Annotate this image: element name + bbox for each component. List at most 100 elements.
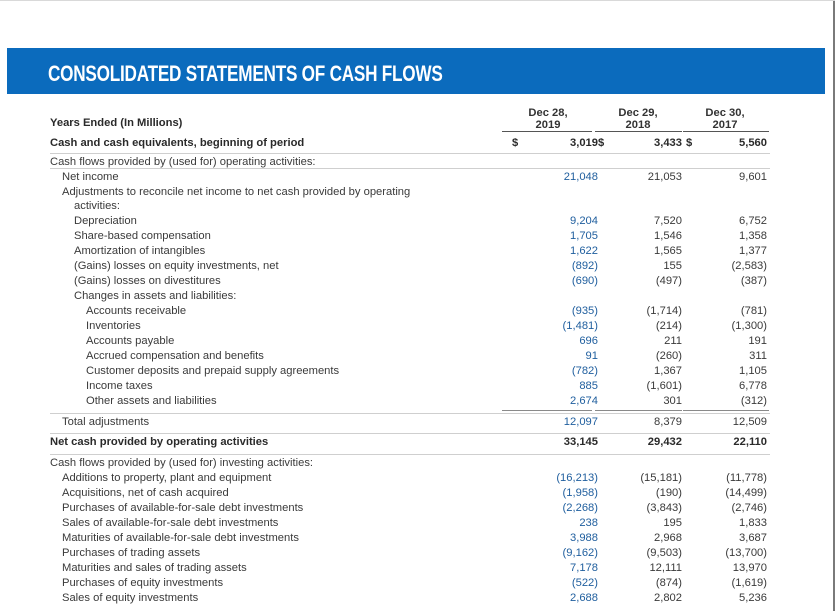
value-2017: 5,560 [739,137,767,149]
currency-symbol-2018: $ [598,137,605,149]
row-label: Total adjustments [62,416,150,428]
row-label: Net cash provided by operating activitie… [50,436,269,448]
statement-row-depreciation: Depreciation 9,204 7,520 6,752 [50,214,770,229]
column-header-2017-year: 2017 [712,119,738,131]
row-label: Sales of available-for-sale debt investm… [62,517,279,529]
row-label: Accounts receivable [86,305,187,317]
value-2019: 33,145 [563,436,598,448]
row-separator [50,413,770,414]
row-label: Changes in assets and liabilities: [74,290,237,302]
value-2017: 1,377 [739,245,767,257]
years-ended-label: Years Ended (In Millions) [50,117,183,129]
value-2019: 21,048 [563,171,598,183]
value-2018: 211 [664,335,682,347]
value-2017: (781) [740,305,767,317]
title-banner: CONSOLIDATED STATEMENTS OF CASH FLOWS [7,48,825,94]
row-label: Share-based compensation [74,230,211,242]
value-2019: 885 [579,380,598,392]
header-rule-2019 [502,131,592,132]
column-header-2019: Dec 28, 2019 [508,107,588,131]
total-rule [502,410,592,411]
statement-row-cash-and-cash-equivalents-beginning-of-period: Cash and cash equivalents, beginning of … [50,136,770,151]
statement-row-net-cash-provided-by-operating-activities: Net cash provided by operating activitie… [50,435,770,450]
value-2017: 6,752 [739,215,767,227]
value-2018: (497) [655,275,682,287]
value-2019: 696 [579,335,598,347]
value-2017: (11,778) [726,472,767,484]
row-label: Purchases of trading assets [62,547,201,559]
column-header-2018-year: 2018 [625,119,651,131]
value-2019: (935) [571,305,598,317]
value-2017: (2,746) [731,502,767,514]
statement-row-adjustments-to-reconcile-net-income-to-net-cash-provided-by-operating: Adjustments to reconcile net income to n… [50,185,770,200]
value-2018: 29,432 [647,436,682,448]
value-2017: (1,300) [731,320,767,332]
row-label: Cash flows provided by (used for) operat… [50,156,316,168]
row-separator [50,454,770,455]
statement-row-income-taxes: Income taxes 885 (1,601) 6,778 [50,379,770,394]
value-2018: (1,601) [646,380,682,392]
value-2018: 1,546 [654,230,682,242]
value-2018: (9,503) [646,547,682,559]
value-2018: 195 [663,517,682,529]
statement-row-acquisitions-net-of-cash-acquired: Acquisitions, net of cash acquired (1,958… [50,486,770,501]
statement-row-activities: activities: [50,199,770,214]
statement-row-accounts-payable: Accounts payable 696 211 191 [50,334,770,349]
row-label: Depreciation [74,215,137,227]
row-label: Other assets and liabilities [86,395,217,407]
row-label: Additions to property, plant and equipme… [62,472,272,484]
row-separator [50,433,770,434]
statement-row-purchases-of-equity-investments: Purchases of equity investments (522) (874… [50,576,770,591]
statement-row-purchases-of-available-for-sale-debt-investments: Purchases of available-for-sale debt inv… [50,501,770,516]
value-2019: (9,162) [562,547,598,559]
row-label: (Gains) losses on equity investments, ne… [74,260,279,272]
value-2017: 5,236 [739,592,767,604]
value-2018: 21,053 [647,171,682,183]
value-2017: 6,778 [739,380,767,392]
statement-row-customer-deposits-and-prepaid-supply-agreements: Customer deposits and prepaid supply agr… [50,364,770,379]
statement-row-other-assets-and-liabilities: Other assets and liabilities 2,674 301 (312… [50,394,770,409]
value-2019: 1,622 [570,245,598,257]
value-2019: (690) [571,275,598,287]
statement-row-sales-of-available-for-sale-debt-investments: Sales of available-for-sale debt investm… [50,516,770,531]
statement-row-cash-flows-provided-by-used-for-operating-activities: Cash flows provided by (used for) operat… [50,155,770,170]
header-rule-2017 [683,131,769,132]
value-2019: 3,988 [570,532,598,544]
statement-row-maturities-and-sales-of-trading-assets: Maturities and sales of trading assets 7,… [50,561,770,576]
row-label: Cash and cash equivalents, beginning of … [50,137,305,149]
header-rule-2018 [595,131,682,132]
row-label: Accrued compensation and benefits [86,350,264,362]
value-2019: (1,958) [562,487,598,499]
value-2017: 3,687 [739,532,767,544]
statement-row-cash-flows-provided-by-used-for-investing-activities: Cash flows provided by (used for) invest… [50,456,770,471]
value-2017: (387) [740,275,767,287]
value-2018: 8,379 [654,416,682,428]
statement-row-share-based-compensation: Share-based compensation 1,705 1,546 1,358 [50,229,770,244]
value-2017: 1,833 [739,517,767,529]
row-label: activities: [74,200,121,212]
value-2017: 22,110 [733,436,767,448]
column-header-2017: Dec 30, 2017 [685,107,765,131]
row-label: Maturities of available-for-sale debt in… [62,532,299,544]
currency-symbol-2019: $ [512,137,519,149]
row-label: Accounts payable [86,335,175,347]
header-label-row: Years Ended (In Millions) [50,116,770,131]
row-label: Sales of equity investments [62,592,199,604]
statement-row-sales-of-equity-investments: Sales of equity investments 2,688 2,802 5,2… [50,591,770,606]
value-2018: 1,565 [654,245,682,257]
value-2018: 12,111 [649,562,682,574]
value-2017: 9,601 [739,171,767,183]
value-2017: 311 [749,350,767,362]
row-label: Acquisitions, net of cash acquired [62,487,229,499]
value-2017: 191 [748,335,767,347]
value-2019: (522) [571,577,598,589]
value-2018: 155 [663,260,682,272]
statement-row-amortization-of-intangibles: Amortization of intangibles 1,622 1,565 1,3… [50,244,770,259]
value-2019: 1,705 [570,230,598,242]
statement-row-gains-losses-on-divestitures: (Gains) losses on divestitures (690) (497)… [50,274,770,289]
value-2019: (16,213) [556,472,598,484]
row-label: Net income [62,171,119,183]
value-2019: (2,268) [562,502,598,514]
value-2018: (3,843) [646,502,682,514]
value-2019: 9,204 [570,215,598,227]
